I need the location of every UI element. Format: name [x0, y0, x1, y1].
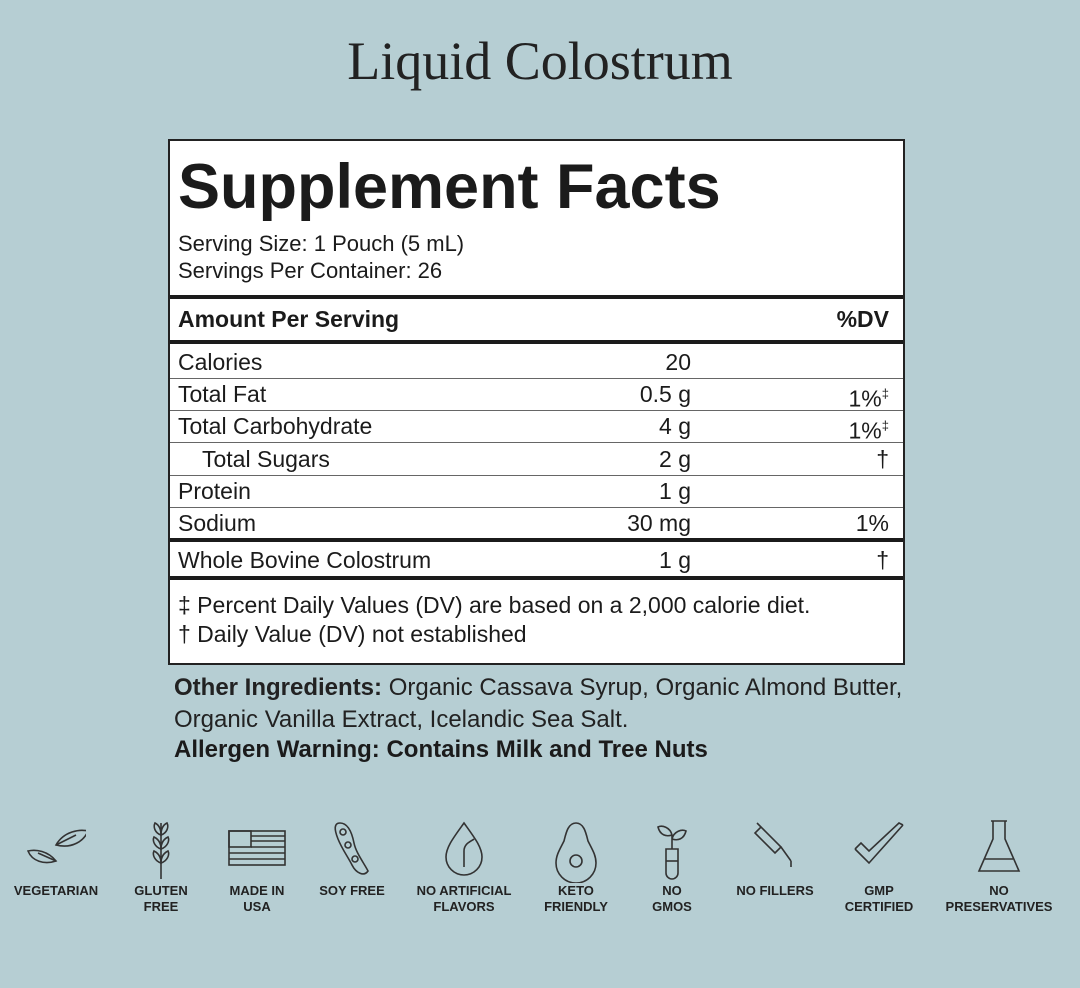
- fact-row: Sodium 30 mg 1%: [170, 507, 903, 539]
- badge-icon: [26, 829, 86, 864]
- daily-value: †: [876, 443, 889, 475]
- fact-row: Whole Bovine Colostrum 1 g †: [170, 544, 903, 576]
- badge-label: SOY FREE: [319, 883, 385, 898]
- dv-value: 1%: [855, 510, 889, 536]
- footnote: ‡ Percent Daily Values (DV) are based on…: [178, 592, 811, 618]
- nutrient-name: Whole Bovine Colostrum: [178, 547, 432, 573]
- amount: 1 g: [659, 547, 691, 573]
- nutrient-name: Calories: [178, 349, 263, 375]
- dv-value: 1%: [848, 417, 882, 444]
- amount: 30 mg: [627, 510, 691, 536]
- rule: [170, 538, 903, 542]
- amount: 0.5 g: [639, 381, 691, 407]
- badge-icon: [753, 822, 792, 867]
- daily-value: †: [876, 544, 889, 576]
- fact-row: Total Sugars 2 g †: [170, 443, 903, 475]
- header-amount: Amount Per Serving: [178, 306, 400, 332]
- badge-icon: [445, 821, 483, 876]
- footnote: † Daily Value (DV) not established: [178, 621, 527, 647]
- badge-icon: [657, 825, 687, 880]
- badge-label: FRIENDLY: [544, 899, 608, 914]
- fact-row: Total Fat 0.5 g 1%‡: [170, 378, 903, 412]
- badge: VEGETARIAN: [0, 815, 121, 899]
- badge-label: GMP: [864, 883, 894, 898]
- rule: [170, 295, 903, 299]
- rule: [170, 576, 903, 580]
- badge-icon: [977, 820, 1021, 872]
- dv-note: ‡: [881, 386, 889, 401]
- facts-panel: Supplement Facts Serving Size: 1 Pouch (…: [168, 139, 905, 665]
- row-rule: [170, 378, 903, 379]
- badge: NO GMOS: [607, 815, 737, 915]
- title: Liquid Colostrum: [347, 31, 733, 91]
- header-row: Amount Per Serving %DV: [170, 303, 903, 335]
- badge: NO FILLERS: [710, 815, 840, 899]
- badge-icon: [854, 822, 904, 865]
- badge-label: VEGETARIAN: [13, 883, 99, 898]
- amount: 20: [665, 349, 691, 375]
- daily-value: 1%‡: [849, 378, 889, 415]
- fact-row: Protein 1 g: [170, 475, 903, 507]
- allergen-warning: Allergen Warning: Contains Milk and Tree…: [174, 736, 708, 763]
- badge-label: GMOS: [652, 899, 692, 914]
- badge-label: GLUTEN: [134, 883, 188, 898]
- facts-heading: Supplement Facts: [178, 152, 721, 222]
- nutrient-name: Total Sugars: [202, 446, 330, 472]
- daily-value: 1%: [856, 507, 889, 539]
- label: Other Ingredients:: [174, 674, 383, 701]
- badge-label: FREE: [143, 899, 179, 914]
- badge: GMP CERTIFIED: [814, 815, 944, 915]
- nutrient-name: Total Fat: [178, 381, 267, 407]
- fact-row: Total Carbohydrate 4 g 1%‡: [170, 410, 903, 444]
- badge: NO ARTIFICIAL FLAVORS: [399, 815, 529, 915]
- amount: 4 g: [659, 413, 691, 439]
- amount: 1 g: [659, 478, 691, 504]
- header-dv: %DV: [836, 306, 889, 332]
- dv-value: †: [876, 446, 889, 472]
- badge: NO PRESERVATIVES: [934, 815, 1064, 915]
- servings-per-container: Servings Per Container: 26: [178, 258, 443, 283]
- amount: 2 g: [659, 446, 691, 472]
- badge-label: NO FILLERS: [736, 883, 814, 898]
- badge-label: NO ARTIFICIAL: [416, 883, 512, 898]
- badge: GLUTEN FREE: [96, 815, 226, 915]
- badge-label: CERTIFIED: [844, 899, 914, 914]
- dv-note: ‡: [881, 418, 889, 433]
- nutrient-name: Protein: [178, 478, 251, 504]
- other-ingredients: Other Ingredients: Organic Cassava Syrup…: [174, 672, 914, 736]
- badge-label: USA: [243, 899, 271, 914]
- row-rule: [170, 442, 903, 443]
- badge-icon: [555, 822, 597, 883]
- nutrient-name: Total Carbohydrate: [178, 413, 373, 439]
- dv-value: †: [876, 547, 889, 573]
- badge: MADE IN USA: [192, 815, 322, 915]
- fact-row: Calories 20: [170, 346, 903, 378]
- badge-label: NO: [662, 883, 682, 898]
- row-rule: [170, 507, 903, 508]
- badge-icon: [228, 830, 286, 866]
- badge-icon: [334, 822, 369, 875]
- nutrient-name: Sodium: [178, 510, 256, 536]
- badge: KETO FRIENDLY: [511, 815, 641, 915]
- badge-label: KETO: [558, 883, 594, 898]
- row-rule: [170, 410, 903, 411]
- badge-label: FLAVORS: [433, 899, 495, 914]
- badge-icon: [152, 821, 170, 879]
- badge: SOY FREE: [287, 815, 417, 899]
- badge-label: NO: [989, 883, 1009, 898]
- badge-label: PRESERVATIVES: [945, 899, 1053, 914]
- text: Organic Cassava Syrup, Organic Almond Bu…: [174, 674, 903, 733]
- badge-label: MADE IN: [229, 883, 285, 898]
- row-rule: [170, 475, 903, 476]
- daily-value: 1%‡: [849, 410, 889, 447]
- serving-size: Serving Size: 1 Pouch (5 mL): [178, 231, 465, 256]
- rule: [170, 340, 903, 344]
- dv-value: 1%: [848, 385, 882, 412]
